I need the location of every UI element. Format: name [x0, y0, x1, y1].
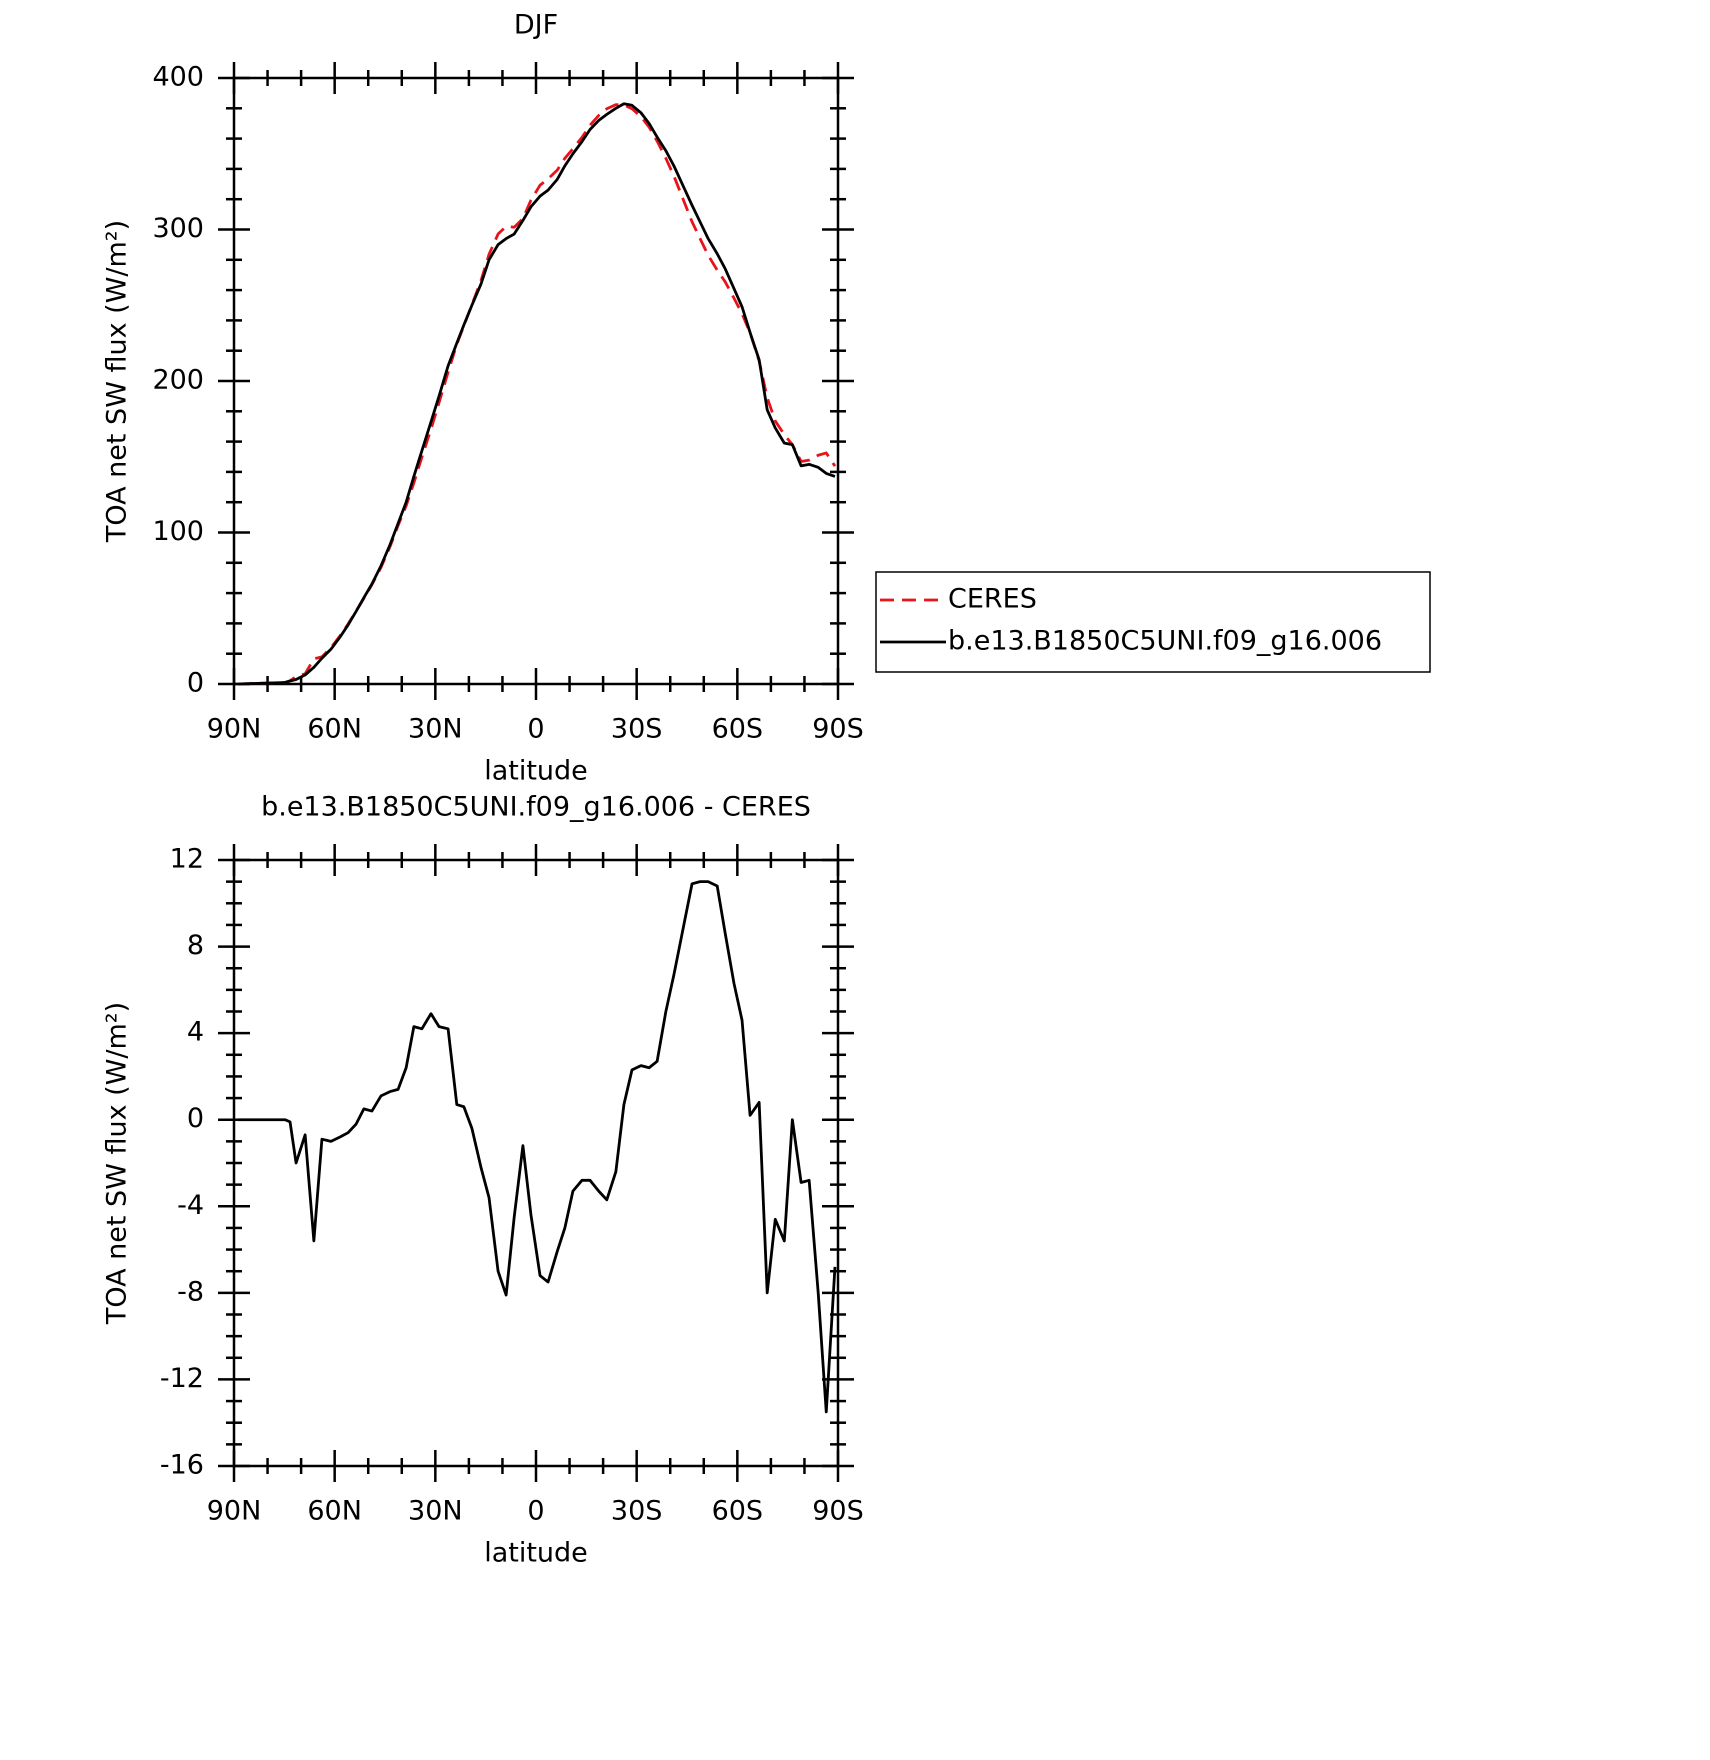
- x-tick-label: 60N: [307, 1496, 362, 1527]
- x-tick-label: 90N: [207, 714, 262, 745]
- chart-title: b.e13.B1850C5UNI.f09_g16.006 - CERES: [261, 792, 811, 823]
- legend-label: CERES: [948, 584, 1037, 615]
- legend-label: b.e13.B1850C5UNI.f09_g16.006: [948, 626, 1382, 657]
- y-tick-label: 0: [187, 668, 204, 699]
- y-tick-label: -16: [160, 1450, 204, 1481]
- y-axis-label: TOA net SW flux (W/m²): [102, 220, 133, 543]
- y-tick-label: -4: [177, 1190, 204, 1221]
- y-tick-label: 400: [152, 62, 204, 93]
- data-line: [237, 103, 837, 686]
- y-tick-label: 300: [152, 213, 204, 244]
- y-tick-label: 12: [170, 844, 204, 875]
- plot-frame: [232, 76, 840, 686]
- x-tick-label: 90S: [812, 714, 864, 745]
- y-tick-label: -12: [160, 1363, 204, 1394]
- plot-frame: [232, 858, 840, 1468]
- x-tick-label: 90N: [207, 1496, 262, 1527]
- x-tick-label: 60N: [307, 714, 362, 745]
- y-tick-label: -8: [177, 1276, 204, 1307]
- y-tick-label: 4: [187, 1017, 204, 1048]
- y-tick-label: 8: [187, 930, 204, 961]
- x-axis-label: latitude: [484, 756, 588, 787]
- x-tick-label: 30S: [611, 714, 663, 745]
- chart-title: DJF: [514, 10, 558, 41]
- x-tick-label: 60S: [712, 1496, 764, 1527]
- x-tick-label: 30N: [408, 714, 463, 745]
- y-tick-label: 100: [152, 516, 204, 547]
- legend-box: [875, 571, 1431, 673]
- x-tick-label: 30N: [408, 1496, 463, 1527]
- y-tick-label: 200: [152, 365, 204, 396]
- x-tick-label: 90S: [812, 1496, 864, 1527]
- data-line: [238, 880, 837, 1414]
- x-axis-label: latitude: [484, 1538, 588, 1569]
- x-tick-label: 0: [527, 714, 544, 745]
- y-tick-label: 0: [187, 1103, 204, 1134]
- x-tick-label: 0: [527, 1496, 544, 1527]
- x-tick-label: 30S: [611, 1496, 663, 1527]
- data-line: [237, 102, 836, 686]
- x-tick-label: 60S: [712, 714, 764, 745]
- y-axis-label: TOA net SW flux (W/m²): [102, 1002, 133, 1325]
